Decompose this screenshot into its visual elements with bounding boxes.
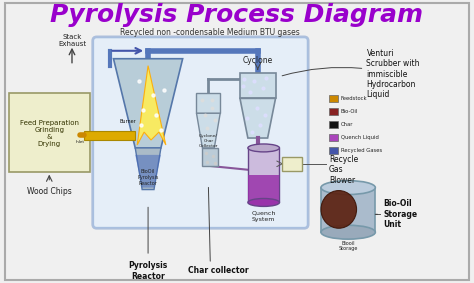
Text: Venturi
Scrubber with
immiscible
Hydrocarbon
Liquid: Venturi Scrubber with immiscible Hydroca… <box>366 49 420 99</box>
FancyBboxPatch shape <box>329 147 338 154</box>
Text: Quench
System: Quench System <box>252 211 276 222</box>
FancyBboxPatch shape <box>248 148 280 202</box>
Ellipse shape <box>321 181 375 194</box>
Ellipse shape <box>248 144 280 152</box>
FancyBboxPatch shape <box>93 37 308 228</box>
Text: Char: Char <box>341 122 353 127</box>
FancyBboxPatch shape <box>84 131 135 140</box>
FancyBboxPatch shape <box>321 188 375 232</box>
Text: Char collector: Char collector <box>188 266 248 275</box>
Polygon shape <box>135 148 161 190</box>
Ellipse shape <box>321 225 375 239</box>
Text: Feedstock: Feedstock <box>341 97 367 101</box>
Text: Recycle
Gas
Blower: Recycle Gas Blower <box>329 155 358 185</box>
Text: Pyrolysis Process Diagram: Pyrolysis Process Diagram <box>51 3 423 27</box>
FancyBboxPatch shape <box>197 93 220 113</box>
Text: BioOil
Pyrolysis
Reactor: BioOil Pyrolysis Reactor <box>137 170 159 186</box>
Text: Pyrolysis
Reactor: Pyrolysis Reactor <box>128 261 168 280</box>
FancyBboxPatch shape <box>283 157 302 171</box>
Polygon shape <box>113 59 182 148</box>
FancyBboxPatch shape <box>329 134 338 141</box>
Text: Inlet: Inlet <box>75 140 84 144</box>
Text: Bio-Oil
Storage
Unit: Bio-Oil Storage Unit <box>383 200 418 229</box>
Text: Recycled non -condensable Medium BTU gases: Recycled non -condensable Medium BTU gas… <box>120 29 300 37</box>
Text: Biooil
Storage: Biooil Storage <box>338 241 358 252</box>
Text: Burner: Burner <box>119 119 136 124</box>
Text: Bio-Oil: Bio-Oil <box>341 109 358 114</box>
Text: Cyclone: Cyclone <box>243 56 273 65</box>
Polygon shape <box>135 155 161 188</box>
FancyBboxPatch shape <box>5 3 469 280</box>
Ellipse shape <box>248 198 280 206</box>
Polygon shape <box>197 113 220 148</box>
FancyBboxPatch shape <box>240 73 275 98</box>
Text: Wood Chips: Wood Chips <box>27 187 72 196</box>
FancyBboxPatch shape <box>329 108 338 115</box>
Text: Cyclone/
Char
Collector: Cyclone/ Char Collector <box>199 134 218 148</box>
Text: Quench Liquid: Quench Liquid <box>341 135 379 140</box>
FancyBboxPatch shape <box>248 175 280 202</box>
Text: Feed Preparation
Grinding
&
Drying: Feed Preparation Grinding & Drying <box>20 120 79 147</box>
FancyBboxPatch shape <box>9 93 90 172</box>
Polygon shape <box>240 98 275 138</box>
Ellipse shape <box>321 190 356 228</box>
FancyBboxPatch shape <box>329 121 338 128</box>
Polygon shape <box>137 66 166 145</box>
Text: Recycled Gases: Recycled Gases <box>341 148 382 153</box>
FancyBboxPatch shape <box>329 95 338 102</box>
FancyBboxPatch shape <box>202 148 218 166</box>
Text: Stack
Exhaust: Stack Exhaust <box>58 34 86 47</box>
